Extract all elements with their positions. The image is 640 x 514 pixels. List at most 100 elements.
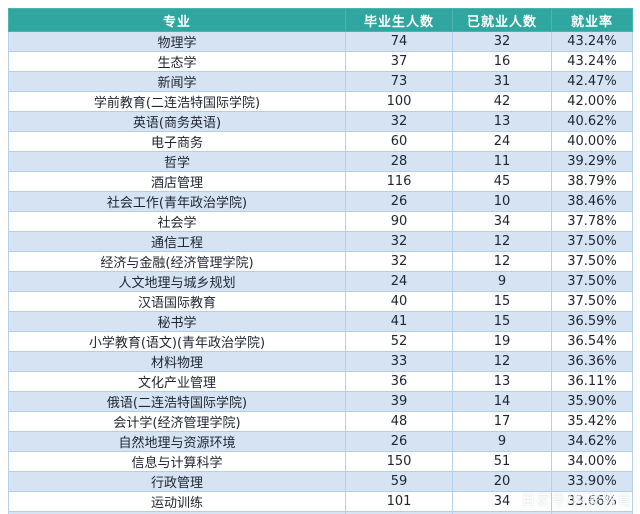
count-cell: 100 xyxy=(345,91,453,112)
table-row: 哲学 28 11 39.29% xyxy=(8,151,633,172)
col-header-major: 专业 xyxy=(8,8,346,32)
table-row: 自然地理与资源环境 26 9 34.62% xyxy=(8,431,633,452)
count-cell: 9 xyxy=(452,431,552,452)
count-cell: 26 xyxy=(345,431,453,452)
count-cell: 34 xyxy=(452,491,552,512)
table-row: 社会学 90 34 37.78% xyxy=(8,211,633,232)
count-cell: 19 xyxy=(452,331,552,352)
table-row: 物理学 74 32 43.24% xyxy=(8,31,633,52)
empty-cell xyxy=(551,511,633,514)
rate-cell: 43.24% xyxy=(551,51,633,72)
count-cell: 12 xyxy=(452,231,552,252)
count-cell: 32 xyxy=(345,251,453,272)
count-cell: 12 xyxy=(452,251,552,272)
table-row: 材料物理 33 12 36.36% xyxy=(8,351,633,372)
count-cell: 42 xyxy=(452,91,552,112)
major-cell: 小学教育(语文)(青年政治学院) xyxy=(8,331,346,352)
major-cell: 酒店管理 xyxy=(8,171,346,192)
table-row: 俄语(二连浩特国际学院) 39 14 35.90% xyxy=(8,391,633,412)
major-cell: 社会工作(青年政治学院) xyxy=(8,191,346,212)
table-row: 秘书学 41 15 36.59% xyxy=(8,311,633,332)
count-cell: 17 xyxy=(452,411,552,432)
count-cell: 15 xyxy=(452,311,552,332)
count-cell: 51 xyxy=(452,451,552,472)
count-cell: 36 xyxy=(345,371,453,392)
table-row: 社会工作(青年政治学院) 26 10 38.46% xyxy=(8,191,633,212)
major-cell: 自然地理与资源环境 xyxy=(8,431,346,452)
rate-cell: 36.54% xyxy=(551,331,633,352)
table-row: 新闻学 73 31 42.47% xyxy=(8,71,633,92)
col-header-graduates: 毕业生人数 xyxy=(345,8,453,32)
table-row-partial xyxy=(8,511,633,514)
count-cell: 116 xyxy=(345,171,453,192)
count-cell: 24 xyxy=(452,131,552,152)
table-row: 运动训练 101 34 33.66% xyxy=(8,491,633,512)
rate-cell: 42.47% xyxy=(551,71,633,92)
table-row: 行政管理 59 20 33.90% xyxy=(8,471,633,492)
table-row: 小学教育(语文)(青年政治学院) 52 19 36.54% xyxy=(8,331,633,352)
major-cell: 经济与金融(经济管理学院) xyxy=(8,251,346,272)
major-cell: 行政管理 xyxy=(8,471,346,492)
rate-cell: 36.11% xyxy=(551,371,633,392)
major-cell: 学前教育(二连浩特国际学院) xyxy=(8,91,346,112)
count-cell: 12 xyxy=(452,351,552,372)
employment-rate-table: 专业 毕业生人数 已就业人数 就业率 物理学 74 32 43.24% 生态学 37 16 4… xyxy=(8,8,633,514)
major-cell: 人文地理与城乡规划 xyxy=(8,271,346,292)
major-cell: 会计学(经济管理学院) xyxy=(8,411,346,432)
rate-cell: 38.46% xyxy=(551,191,633,212)
table-row: 通信工程 32 12 37.50% xyxy=(8,231,633,252)
count-cell: 40 xyxy=(345,291,453,312)
count-cell: 32 xyxy=(345,231,453,252)
count-cell: 32 xyxy=(345,111,453,132)
count-cell: 59 xyxy=(345,471,453,492)
count-cell: 90 xyxy=(345,211,453,232)
count-cell: 10 xyxy=(452,191,552,212)
count-cell: 9 xyxy=(452,271,552,292)
count-cell: 33 xyxy=(345,351,453,372)
major-cell: 材料物理 xyxy=(8,351,346,372)
rate-cell: 33.66% xyxy=(551,491,633,512)
table-header-row: 专业 毕业生人数 已就业人数 就业率 xyxy=(8,8,633,32)
count-cell: 32 xyxy=(452,31,552,52)
rate-cell: 37.50% xyxy=(551,251,633,272)
count-cell: 28 xyxy=(345,151,453,172)
count-cell: 150 xyxy=(345,451,453,472)
table-row: 电子商务 60 24 40.00% xyxy=(8,131,633,152)
count-cell: 48 xyxy=(345,411,453,432)
col-header-employed: 已就业人数 xyxy=(452,8,552,32)
count-cell: 45 xyxy=(452,171,552,192)
rate-cell: 37.50% xyxy=(551,291,633,312)
major-cell: 电子商务 xyxy=(8,131,346,152)
table-row: 文化产业管理 36 13 36.11% xyxy=(8,371,633,392)
rate-cell: 39.29% xyxy=(551,151,633,172)
count-cell: 16 xyxy=(452,51,552,72)
table-row: 人文地理与城乡规划 24 9 37.50% xyxy=(8,271,633,292)
rate-cell: 37.50% xyxy=(551,231,633,252)
count-cell: 52 xyxy=(345,331,453,352)
major-cell: 通信工程 xyxy=(8,231,346,252)
major-cell: 英语(商务英语) xyxy=(8,111,346,132)
table-row: 会计学(经济管理学院) 48 17 35.42% xyxy=(8,411,633,432)
rate-cell: 36.59% xyxy=(551,311,633,332)
rate-cell: 43.24% xyxy=(551,31,633,52)
rate-cell: 34.62% xyxy=(551,431,633,452)
rate-cell: 40.62% xyxy=(551,111,633,132)
rate-cell: 42.00% xyxy=(551,91,633,112)
rate-cell: 35.90% xyxy=(551,391,633,412)
table-row: 汉语国际教育 40 15 37.50% xyxy=(8,291,633,312)
major-cell: 物理学 xyxy=(8,31,346,52)
table-row: 生态学 37 16 43.24% xyxy=(8,51,633,72)
count-cell: 73 xyxy=(345,71,453,92)
rate-cell: 40.00% xyxy=(551,131,633,152)
count-cell: 34 xyxy=(452,211,552,232)
count-cell: 37 xyxy=(345,51,453,72)
count-cell: 41 xyxy=(345,311,453,332)
table-row: 英语(商务英语) 32 13 40.62% xyxy=(8,111,633,132)
major-cell: 信息与计算科学 xyxy=(8,451,346,472)
count-cell: 13 xyxy=(452,371,552,392)
rate-cell: 34.00% xyxy=(551,451,633,472)
major-cell: 秘书学 xyxy=(8,311,346,332)
rate-cell: 37.50% xyxy=(551,271,633,292)
count-cell: 74 xyxy=(345,31,453,52)
